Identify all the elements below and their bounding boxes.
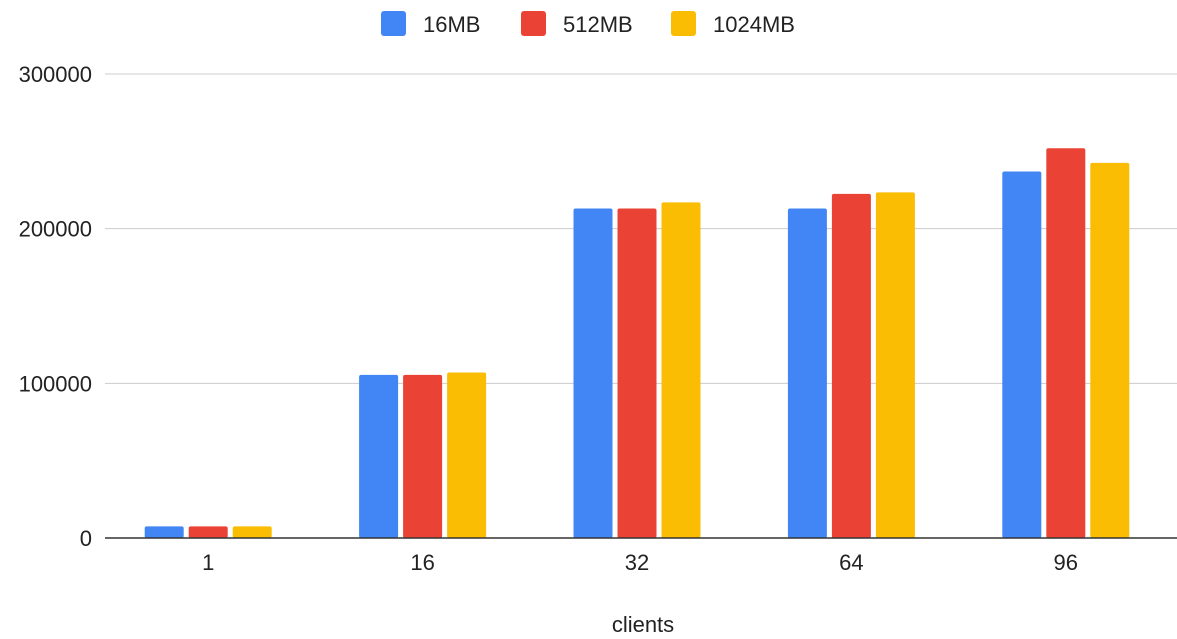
legend-swatch [381, 11, 406, 36]
legend-item-512mb: 512MB [521, 11, 633, 37]
y-tick-label: 0 [80, 526, 92, 551]
legend-label: 1024MB [713, 12, 795, 37]
x-tick-label: 16 [410, 550, 434, 575]
bar-512mb-32 [617, 208, 657, 538]
x-tick-label: 1 [202, 550, 214, 575]
legend-label: 512MB [563, 12, 633, 37]
x-tick-label: 32 [625, 550, 649, 575]
bar-16mb-1 [144, 526, 184, 538]
bar-16mb-64 [787, 208, 827, 538]
bar-512mb-16 [403, 374, 443, 538]
legend-swatch [671, 11, 696, 36]
x-tick-label: 64 [839, 550, 863, 575]
bars [144, 148, 1130, 539]
legend-swatch [521, 11, 546, 36]
bar-512mb-96 [1046, 148, 1086, 539]
bar-16mb-96 [1002, 171, 1042, 538]
bar-16mb-32 [573, 208, 613, 538]
bar-512mb-64 [831, 193, 871, 538]
legend-label: 16MB [423, 12, 480, 37]
bar-1024mb-32 [661, 202, 701, 538]
bar-1024mb-96 [1090, 162, 1130, 538]
legend: 16MB 512MB 1024MB [381, 11, 795, 37]
bar-1024mb-1 [232, 526, 272, 538]
legend-item-16mb: 16MB [381, 11, 480, 37]
y-tick-label: 100000 [19, 371, 92, 396]
bar-16mb-16 [359, 374, 399, 538]
bar-512mb-1 [188, 526, 228, 538]
y-axis-ticks: 0 100000 200000 300000 [19, 62, 92, 551]
y-tick-label: 200000 [19, 217, 92, 242]
x-tick-label: 96 [1054, 550, 1078, 575]
x-axis-ticks: 1 16 32 64 96 [202, 550, 1078, 575]
x-axis-label: clients [612, 612, 674, 637]
bar-1024mb-64 [875, 192, 915, 538]
legend-item-1024mb: 1024MB [671, 11, 795, 37]
y-tick-label: 300000 [19, 62, 92, 87]
bar-1024mb-16 [447, 372, 487, 538]
